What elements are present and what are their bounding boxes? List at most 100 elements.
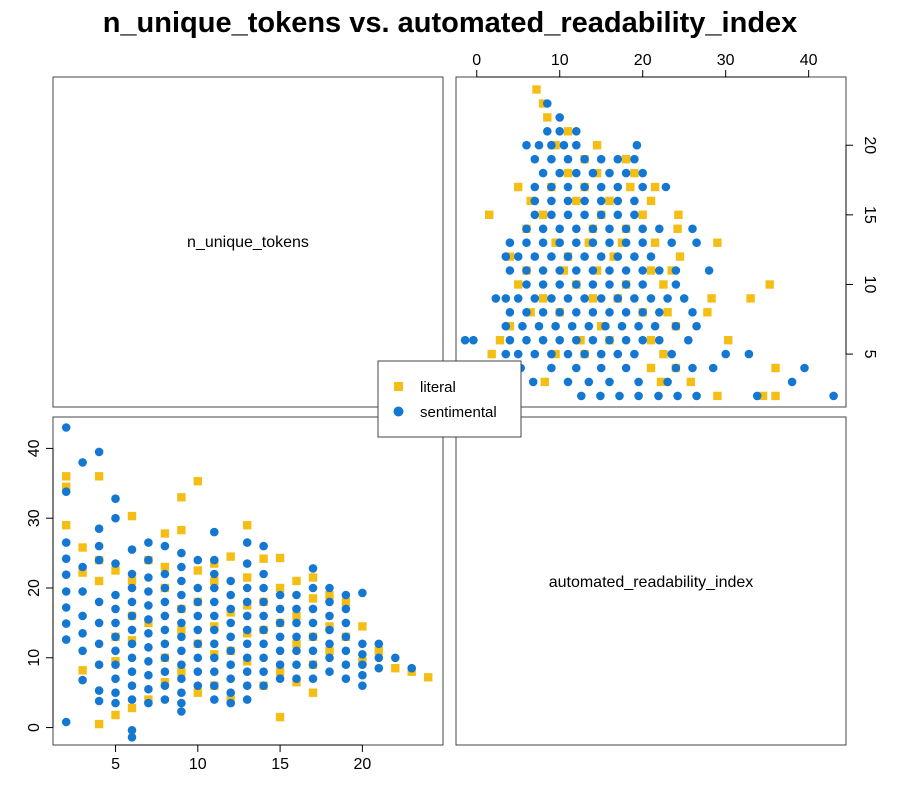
data-point-sentimental bbox=[177, 707, 186, 716]
data-point-sentimental bbox=[358, 681, 367, 690]
data-point-sentimental bbox=[111, 590, 120, 600]
data-point-sentimental bbox=[144, 670, 153, 680]
data-point-sentimental bbox=[358, 670, 367, 680]
data-point-sentimental bbox=[572, 266, 581, 275]
legend-label-literal: literal bbox=[420, 379, 456, 396]
legend-marker-sentimental bbox=[393, 406, 404, 417]
data-point-literal bbox=[674, 210, 683, 219]
data-point-sentimental bbox=[522, 280, 531, 289]
data-point-sentimental bbox=[543, 127, 552, 136]
data-point-sentimental bbox=[522, 238, 531, 247]
data-point-sentimental bbox=[621, 280, 631, 289]
data-point-literal bbox=[656, 377, 666, 387]
data-point-sentimental bbox=[61, 717, 71, 727]
data-point-sentimental bbox=[144, 538, 153, 547]
data-point-sentimental bbox=[692, 321, 701, 331]
data-point-sentimental bbox=[61, 554, 71, 563]
top-axis-tick-label: 40 bbox=[800, 52, 818, 69]
data-point-sentimental bbox=[661, 182, 671, 192]
data-point-sentimental bbox=[621, 335, 631, 345]
data-point-sentimental bbox=[679, 294, 689, 303]
data-point-sentimental bbox=[308, 564, 318, 573]
data-point-literal bbox=[659, 280, 668, 289]
data-point-sentimental bbox=[160, 667, 170, 676]
data-point-literal bbox=[127, 703, 137, 713]
data-point-sentimental bbox=[78, 629, 87, 638]
data-point-literal bbox=[78, 666, 87, 675]
data-point-sentimental bbox=[341, 632, 351, 642]
data-point-sentimental bbox=[325, 639, 334, 649]
data-point-literal bbox=[374, 646, 383, 655]
data-point-literal bbox=[540, 377, 549, 387]
data-point-sentimental bbox=[580, 349, 589, 359]
data-point-literal bbox=[341, 597, 351, 607]
data-point-sentimental bbox=[127, 597, 137, 607]
data-point-sentimental bbox=[613, 196, 623, 206]
data-point-sentimental bbox=[634, 377, 643, 387]
data-point-sentimental bbox=[547, 182, 556, 192]
data-point-literal bbox=[177, 525, 186, 535]
data-point-sentimental bbox=[501, 349, 511, 359]
data-point-literal bbox=[543, 113, 552, 122]
data-point-sentimental bbox=[547, 154, 556, 164]
data-point-sentimental bbox=[613, 294, 623, 303]
data-point-sentimental bbox=[638, 182, 647, 192]
data-point-literal bbox=[78, 568, 87, 577]
data-point-literal bbox=[659, 349, 668, 359]
data-point-sentimental bbox=[555, 127, 564, 136]
data-point-sentimental bbox=[61, 538, 71, 547]
data-point-sentimental bbox=[210, 569, 219, 579]
data-point-sentimental bbox=[242, 639, 252, 649]
data-point-sentimental bbox=[580, 196, 589, 206]
data-point-literal bbox=[193, 477, 202, 486]
data-point-sentimental bbox=[308, 646, 318, 656]
data-point-sentimental bbox=[667, 349, 676, 359]
data-point-sentimental bbox=[663, 294, 672, 303]
data-point-sentimental bbox=[259, 625, 268, 635]
data-point-literal bbox=[758, 391, 768, 401]
data-point-sentimental bbox=[160, 611, 170, 621]
data-point-sentimental bbox=[563, 377, 573, 387]
data-point-sentimental bbox=[127, 653, 137, 663]
data-point-sentimental bbox=[308, 583, 318, 593]
data-point-literal bbox=[771, 363, 780, 373]
data-point-sentimental bbox=[547, 140, 556, 150]
bottom-axis-tick-label: 20 bbox=[353, 756, 371, 773]
data-point-sentimental bbox=[61, 619, 71, 628]
data-point-sentimental bbox=[226, 688, 235, 697]
data-point-sentimental bbox=[501, 321, 511, 331]
data-point-sentimental bbox=[547, 196, 556, 206]
data-point-sentimental bbox=[530, 182, 540, 192]
data-point-sentimental bbox=[505, 266, 515, 275]
data-point-sentimental bbox=[588, 335, 598, 345]
data-point-sentimental bbox=[292, 618, 301, 628]
data-point-sentimental bbox=[275, 604, 285, 614]
data-point-sentimental bbox=[547, 349, 556, 359]
data-point-sentimental bbox=[663, 377, 672, 387]
data-point-sentimental bbox=[292, 674, 301, 683]
data-point-sentimental bbox=[210, 527, 219, 537]
data-point-literal bbox=[308, 688, 318, 697]
data-point-sentimental bbox=[242, 583, 252, 593]
data-point-sentimental bbox=[242, 538, 252, 547]
data-point-sentimental bbox=[177, 604, 186, 614]
data-point-sentimental bbox=[646, 252, 656, 261]
data-point-sentimental bbox=[259, 597, 268, 607]
data-point-sentimental bbox=[555, 280, 564, 289]
data-point-sentimental bbox=[547, 294, 556, 303]
data-point-sentimental bbox=[242, 559, 252, 568]
data-point-sentimental bbox=[460, 335, 470, 345]
data-point-sentimental bbox=[638, 224, 647, 234]
data-point-literal bbox=[673, 224, 682, 233]
data-point-literal bbox=[572, 196, 581, 206]
data-point-sentimental bbox=[555, 238, 564, 247]
data-point-literal bbox=[275, 553, 285, 563]
data-point-sentimental bbox=[374, 663, 384, 673]
data-point-sentimental bbox=[325, 597, 334, 607]
data-point-sentimental bbox=[144, 657, 153, 666]
data-point-sentimental bbox=[61, 487, 71, 497]
top-axis-tick-label: 0 bbox=[472, 52, 481, 69]
data-point-sentimental bbox=[596, 349, 606, 359]
data-point-literal bbox=[638, 210, 647, 219]
data-point-sentimental bbox=[555, 335, 564, 345]
